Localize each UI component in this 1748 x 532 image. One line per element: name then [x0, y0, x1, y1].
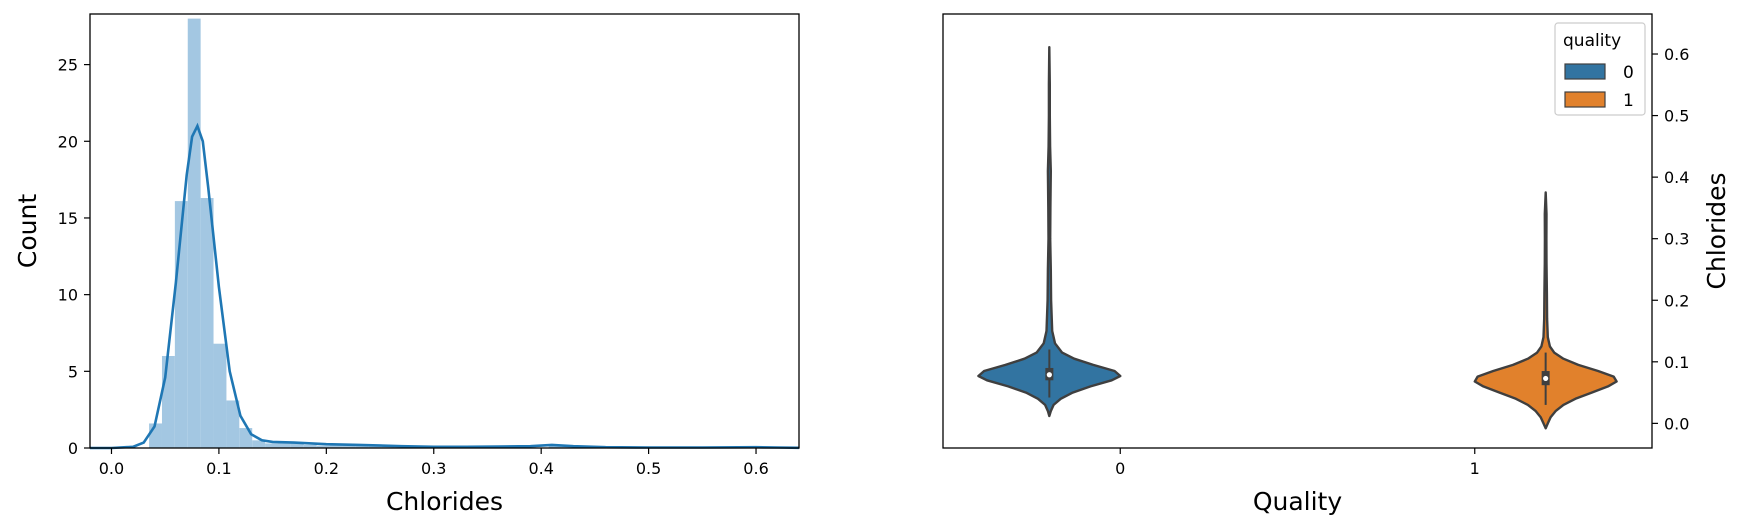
left-x-tick-label-6: 0.6	[743, 459, 768, 478]
legend-label-0: 0	[1623, 63, 1634, 83]
violin-body-0	[977, 46, 1122, 418]
histogram-bar-17	[368, 446, 382, 448]
right-y-tick-label-4: 0.4	[1664, 168, 1689, 187]
histogram-bar-16	[355, 445, 369, 448]
left-y-tick-label-3: 15	[58, 209, 78, 228]
left-x-tick-label-1: 0.1	[206, 459, 231, 478]
right-x-tick-label-0: 0	[1115, 459, 1125, 478]
histogram-bar-14	[329, 444, 343, 448]
left-x-tick-label-3: 0.3	[421, 459, 446, 478]
histogram-bar-18	[381, 446, 395, 448]
histogram-bar-12	[303, 444, 317, 448]
left-x-axis-label: Chlorides	[386, 487, 503, 516]
legend-swatch-0	[1564, 63, 1606, 80]
violins	[977, 46, 1618, 430]
right-x-axis-label: Quality	[1253, 487, 1343, 516]
histogram-bar-15	[342, 444, 356, 448]
left-y-tick-label-2: 10	[58, 286, 78, 305]
histogram-bar-4	[200, 198, 214, 448]
left-y-tick-label-4: 20	[58, 132, 78, 151]
histogram-bar-1	[161, 355, 175, 448]
right-y-tick-label-3: 0.3	[1664, 230, 1689, 249]
left-y-ticks: 0 5 10 15 20 25	[58, 56, 90, 458]
legend-swatch-1	[1564, 91, 1606, 108]
right-y-tick-label-0: 0.0	[1664, 414, 1689, 433]
violin-median-dot-0	[1046, 372, 1052, 378]
left-x-ticks: 0.0 0.1 0.2 0.3 0.4 0.5 0.6	[99, 448, 769, 478]
histogram-bar-25	[548, 444, 562, 448]
left-x-tick-label-0: 0.0	[99, 459, 124, 478]
histogram-chart: 0.0 0.1 0.2 0.3 0.4 0.5 0.6 0 5 10 15 20 25 Chlorid…	[13, 13, 800, 516]
legend-entries: 01	[1564, 63, 1634, 111]
left-x-tick-label-5: 0.5	[636, 459, 661, 478]
left-y-tick-label-0: 0	[68, 439, 78, 458]
histogram-bars	[149, 18, 768, 448]
legend: quality 01	[1554, 22, 1646, 116]
right-y-axis-label: Chlorides	[1702, 172, 1731, 289]
right-plot-frame	[942, 13, 1653, 449]
kde-line	[90, 122, 800, 450]
right-y-tick-label-5: 0.5	[1664, 107, 1689, 126]
histogram-bar-3	[187, 18, 201, 448]
violin-median-dot-1	[1543, 375, 1549, 382]
histogram-bar-5	[213, 343, 227, 448]
histogram-bar-6	[226, 400, 240, 448]
left-y-axis-label: Count	[13, 194, 42, 268]
right-y-tick-label-6: 0.6	[1664, 45, 1689, 64]
legend-label-1: 1	[1623, 91, 1634, 111]
right-y-ticks: 0.0 0.1 0.2 0.3 0.4 0.5 0.6	[1652, 45, 1689, 433]
left-x-tick-label-2: 0.2	[314, 459, 339, 478]
left-plot-frame	[89, 13, 800, 449]
histogram-bar-26	[561, 446, 575, 448]
histogram-bar-11	[290, 442, 304, 448]
right-x-tick-label-1: 1	[1470, 459, 1480, 478]
left-y-tick-label-5: 25	[58, 56, 78, 75]
histogram-bar-13	[316, 445, 330, 448]
histogram-bar-9	[265, 443, 278, 448]
left-x-tick-label-4: 0.4	[528, 459, 553, 478]
legend-title: quality	[1563, 31, 1621, 51]
histogram-bar-8	[252, 440, 266, 448]
histogram-bar-10	[277, 442, 291, 448]
right-y-tick-label-1: 0.1	[1664, 353, 1689, 372]
right-y-tick-label-2: 0.2	[1664, 291, 1689, 310]
left-y-tick-label-1: 5	[68, 362, 78, 381]
violin-body-1	[1473, 191, 1618, 430]
